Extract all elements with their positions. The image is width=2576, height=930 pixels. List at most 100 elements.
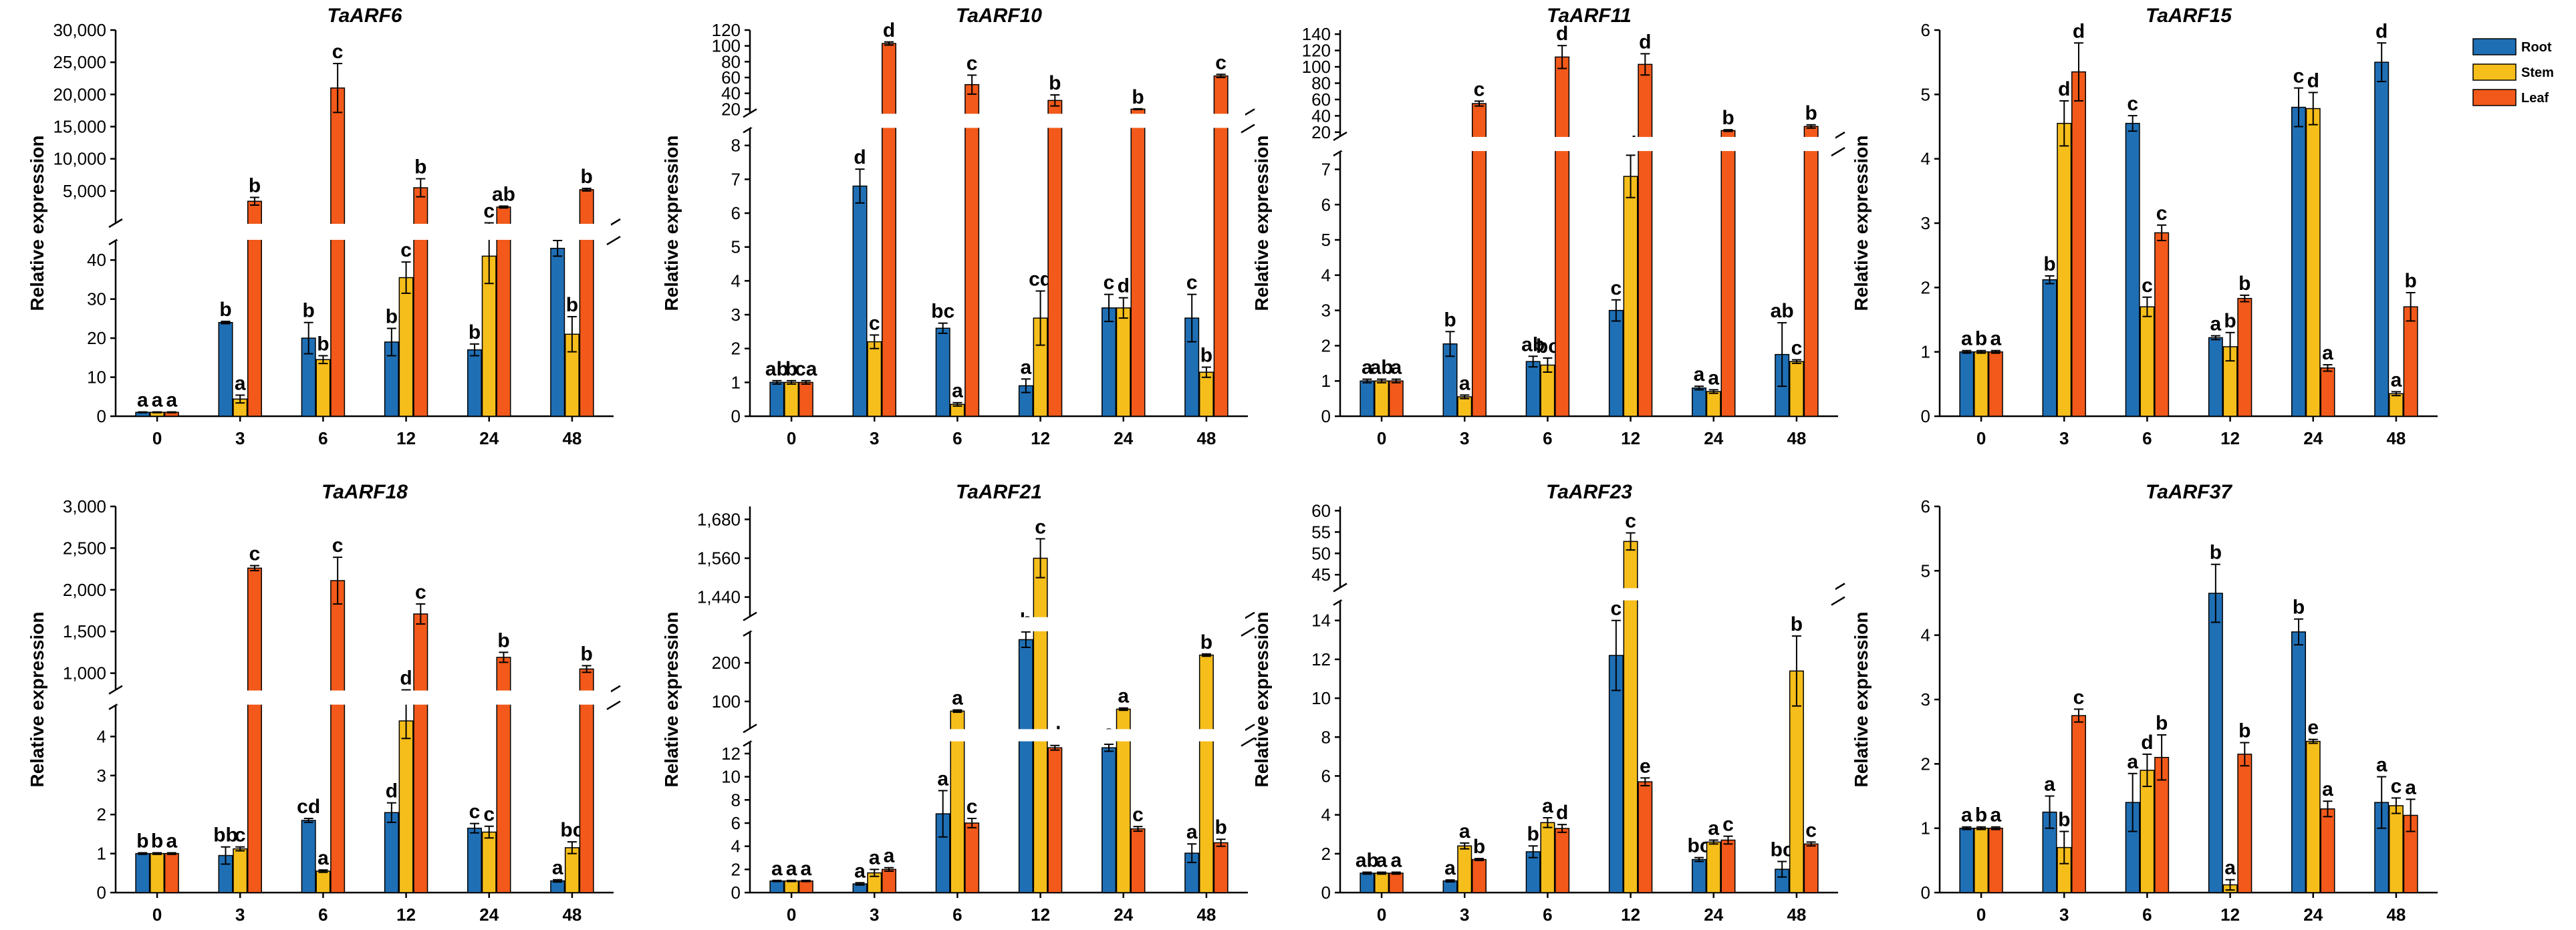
bar (1102, 307, 1117, 417)
significance-label: ab (1771, 300, 1794, 322)
bar (2140, 306, 2155, 417)
significance-label: b (1200, 345, 1212, 367)
y-tick-label: 15,000 (53, 117, 106, 137)
y-tick-label: 20 (1311, 122, 1331, 142)
y-tick-label: 80 (1311, 73, 1331, 93)
significance-label: cd (297, 796, 320, 818)
x-tick-label: 12 (396, 905, 416, 925)
significance-label: c (967, 796, 978, 818)
y-tick-label: 40 (721, 84, 741, 104)
y-tick-label: 10,000 (53, 149, 106, 169)
bar (1198, 654, 1214, 893)
significance-label: c (249, 543, 261, 565)
chart-title: TaARF15 (2146, 5, 2232, 27)
x-tick-label: 48 (1787, 905, 1806, 925)
bar (467, 349, 483, 417)
x-tick-label: 48 (2386, 428, 2406, 448)
axis-break-mark (743, 611, 757, 621)
significance-label: a (1990, 804, 2001, 826)
significance-label: b (469, 321, 481, 343)
bar (2071, 71, 2086, 417)
significance-label: c (1474, 78, 1485, 100)
bar (1033, 557, 1048, 893)
significance-label: b (566, 294, 578, 316)
significance-label: a (2210, 313, 2222, 335)
significance-label: b (580, 166, 592, 188)
significance-label: b (2224, 310, 2236, 332)
significance-label: b (1200, 631, 1212, 653)
y-axis-label: Relative expression (661, 135, 682, 311)
significance-label: a (771, 858, 783, 880)
significance-label: c (1035, 516, 1046, 538)
y-tick-label: 0 (731, 406, 741, 426)
significance-label: d (1556, 802, 1568, 824)
bar (784, 381, 799, 417)
y-tick-label: 14 (1311, 611, 1331, 631)
significance-label: b (1444, 309, 1456, 331)
y-tick-label: 25,000 (53, 52, 106, 72)
significance-label: c (1611, 277, 1622, 299)
significance-label: a (152, 390, 163, 412)
bar (2388, 393, 2404, 417)
y-tick-label: 4 (1321, 265, 1331, 285)
x-tick-label: 0 (152, 428, 162, 448)
y-tick-label: 40 (1311, 106, 1331, 126)
bar (1018, 639, 1033, 893)
bar (1130, 828, 1146, 893)
bar (550, 247, 565, 417)
y-tick-label: 2 (731, 859, 741, 879)
bar (218, 321, 233, 417)
bar (164, 852, 179, 893)
significance-label: a (800, 858, 811, 880)
x-tick-label: 12 (1031, 905, 1050, 925)
significance-label: ca (795, 358, 817, 380)
significance-label: b (136, 830, 148, 852)
significance-label: b (2043, 253, 2055, 275)
x-tick-label: 12 (1621, 428, 1640, 448)
y-tick-label: 120 (712, 20, 741, 40)
x-tick-label: 12 (2220, 905, 2240, 925)
significance-label: d (883, 19, 895, 41)
significance-label: d (386, 780, 398, 802)
x-tick-label: 0 (1976, 905, 1986, 925)
significance-label: a (1390, 357, 1402, 379)
significance-label: c (1215, 51, 1227, 73)
y-tick-label: 1,500 (63, 621, 106, 641)
significance-label: b (219, 299, 231, 321)
axis-break-mark (108, 218, 123, 228)
bar (1457, 396, 1472, 417)
y-tick-label: 10 (87, 367, 106, 388)
significance-label: b (2293, 597, 2305, 619)
significance-label: b (2238, 720, 2250, 742)
axis-break-mark (1831, 596, 1845, 606)
y-axis-label: Relative expression (1851, 135, 1872, 311)
bar (1555, 828, 1570, 893)
significance-label: d (1639, 31, 1651, 53)
significance-label: a (1459, 372, 1470, 394)
bar (1988, 351, 2003, 417)
significance-label: a (952, 687, 963, 710)
bar (150, 852, 165, 893)
significance-label: a (937, 768, 948, 790)
significance-label: a (166, 830, 177, 852)
x-tick-label: 3 (870, 905, 879, 925)
x-tick-label: 0 (152, 905, 162, 925)
significance-label: a (1708, 817, 1719, 839)
bar (481, 831, 497, 893)
bar (1388, 380, 1404, 417)
x-tick-label: 48 (1196, 905, 1216, 925)
chart-title: TaARF37 (2146, 481, 2232, 503)
x-tick-label: 24 (1704, 428, 1723, 448)
y-tick-label: 12 (1311, 649, 1331, 669)
y-tick-label: 30,000 (53, 20, 106, 40)
x-tick-label: 48 (2386, 905, 2406, 925)
significance-label: b (303, 300, 315, 322)
y-tick-label: 3 (97, 766, 106, 786)
significance-label: c (1611, 598, 1622, 620)
bar (769, 381, 785, 417)
axis-break-gap (1341, 588, 1835, 601)
significance-label: a (1542, 795, 1553, 817)
bar (2237, 754, 2252, 893)
y-tick-label: 5 (1921, 561, 1930, 581)
